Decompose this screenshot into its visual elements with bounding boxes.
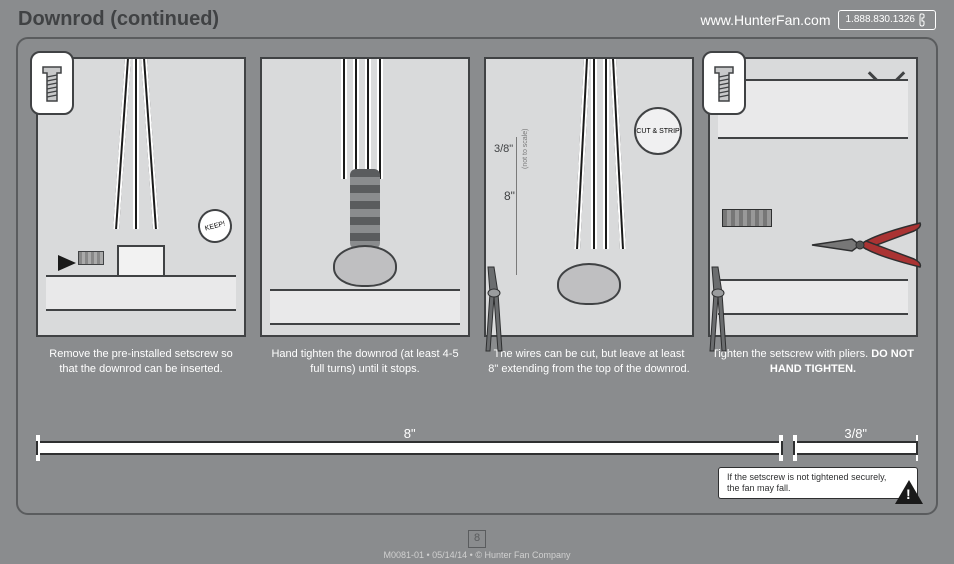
company-url: www.HunterFan.com: [701, 12, 831, 28]
cut-strip-badge: CUT & STRIP: [634, 107, 682, 155]
step-2-text: Hand tighten the downrod (at least 4-5 f…: [260, 347, 470, 377]
page-title: Downrod (continued): [18, 8, 219, 31]
step-4: Tighten the setscrew with pliers. DO NOT…: [708, 57, 918, 417]
phone-box: 1.888.830.1326: [838, 10, 936, 30]
ruler-long-label: 8": [404, 426, 416, 441]
step-1: KEEP! Remove the pre-installed setscrew …: [36, 57, 246, 417]
warning-text: If the setscrew is not tightened securel…: [727, 472, 886, 493]
not-to-scale-label: (not to scale): [522, 129, 529, 169]
hand-pliers-icon: [802, 205, 922, 295]
pliers-icon: [692, 263, 746, 353]
step-1-text: Remove the pre-installed setscrew so tha…: [36, 347, 246, 377]
arrow-icon: [58, 255, 76, 271]
main-frame: KEEP! Remove the pre-installed setscrew …: [16, 37, 938, 515]
setscrew-icon: [78, 251, 104, 265]
panels-row: KEEP! Remove the pre-installed setscrew …: [36, 57, 918, 417]
step-2-illustration: [260, 57, 470, 337]
pliers-icon: [468, 263, 522, 353]
step-4-illustration: [708, 57, 918, 337]
footer-meta: M0081-01 • 05/14/14 • © Hunter Fan Compa…: [383, 550, 570, 560]
step-3: 3/8" 8" (not to scale) CUT & STRIP The w…: [484, 57, 694, 417]
dimension-3-8: 3/8": [494, 143, 513, 155]
warning-icon: [895, 480, 923, 504]
screw-badge-icon: [30, 51, 74, 115]
dimension-8: 8": [504, 189, 515, 203]
step-2: Hand tighten the downrod (at least 4-5 f…: [260, 57, 470, 417]
keep-badge: KEEP!: [194, 205, 236, 247]
footer: 8 M0081-01 • 05/14/14 • © Hunter Fan Com…: [0, 530, 954, 560]
screw-badge-icon: [702, 51, 746, 115]
ruler-short-label: 3/8": [844, 426, 867, 441]
step-1-illustration: KEEP!: [36, 57, 246, 337]
header-right: www.HunterFan.com 1.888.830.1326: [701, 10, 936, 30]
phone-icon: [919, 13, 929, 27]
ruler: 8" 3/8": [36, 426, 918, 455]
page-header: Downrod (continued) www.HunterFan.com 1.…: [0, 0, 954, 37]
page-number: 8: [468, 530, 486, 548]
warning-box: If the setscrew is not tightened securel…: [718, 467, 918, 499]
step-3-illustration: 3/8" 8" (not to scale) CUT & STRIP: [484, 57, 694, 337]
phone-number: 1.888.830.1326: [845, 14, 915, 25]
